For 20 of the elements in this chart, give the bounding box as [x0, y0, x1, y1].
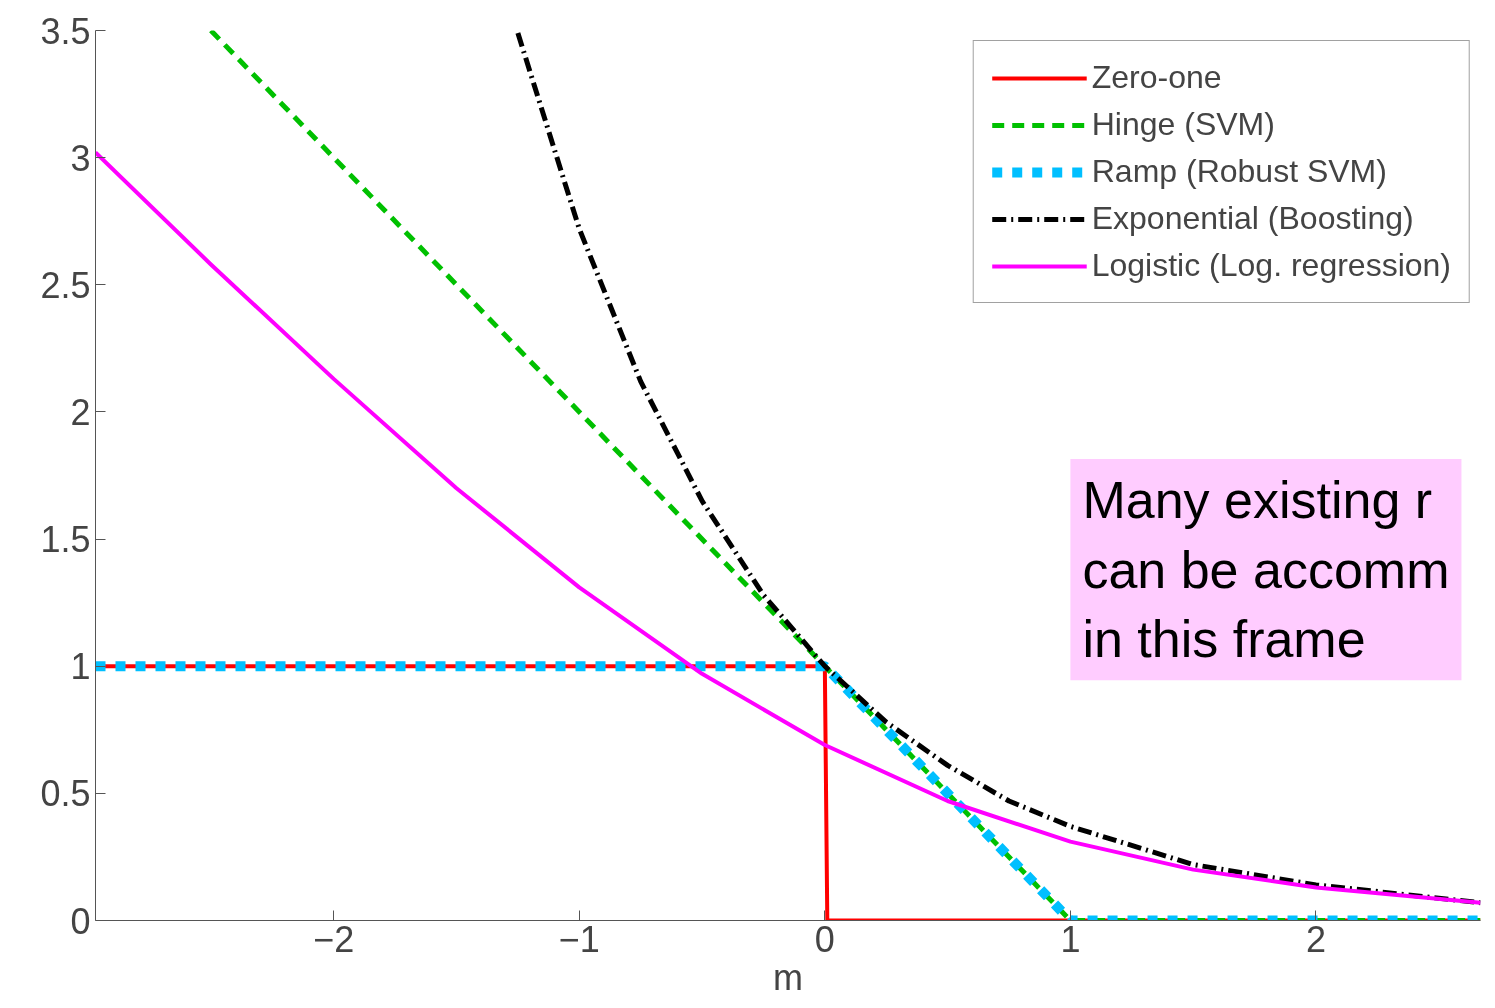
legend-label: Hinge (SVM) — [1091, 106, 1275, 143]
x-tick-label: −1 — [558, 918, 600, 960]
y-tick-label: 0.5 — [40, 773, 91, 815]
x-tick-label: 1 — [1060, 918, 1081, 960]
legend-label: Zero-one — [1091, 59, 1222, 96]
x-tick-label: 0 — [814, 918, 835, 960]
line-series — [95, 150, 1481, 905]
legend-label: Exponential (Boosting) — [1091, 200, 1414, 237]
y-tick-label: 1 — [70, 646, 91, 688]
y-tick-label: 3 — [70, 137, 91, 179]
legend-label: Ramp (Robust SVM) — [1091, 153, 1387, 190]
y-tick-label: 3.5 — [40, 10, 91, 52]
x-tick-label: −2 — [313, 918, 355, 960]
x-tick-label: 2 — [1305, 918, 1326, 960]
annotation: Many existing r can be accomm in this frame — [1082, 470, 1450, 669]
y-tick-label: 2.5 — [40, 264, 91, 306]
y-tick-label: 2 — [70, 391, 91, 433]
x-axis-title: m — [773, 956, 804, 998]
legend-label: Logistic (Log. regression) — [1091, 247, 1451, 284]
y-tick-label: 1.5 — [40, 519, 91, 561]
